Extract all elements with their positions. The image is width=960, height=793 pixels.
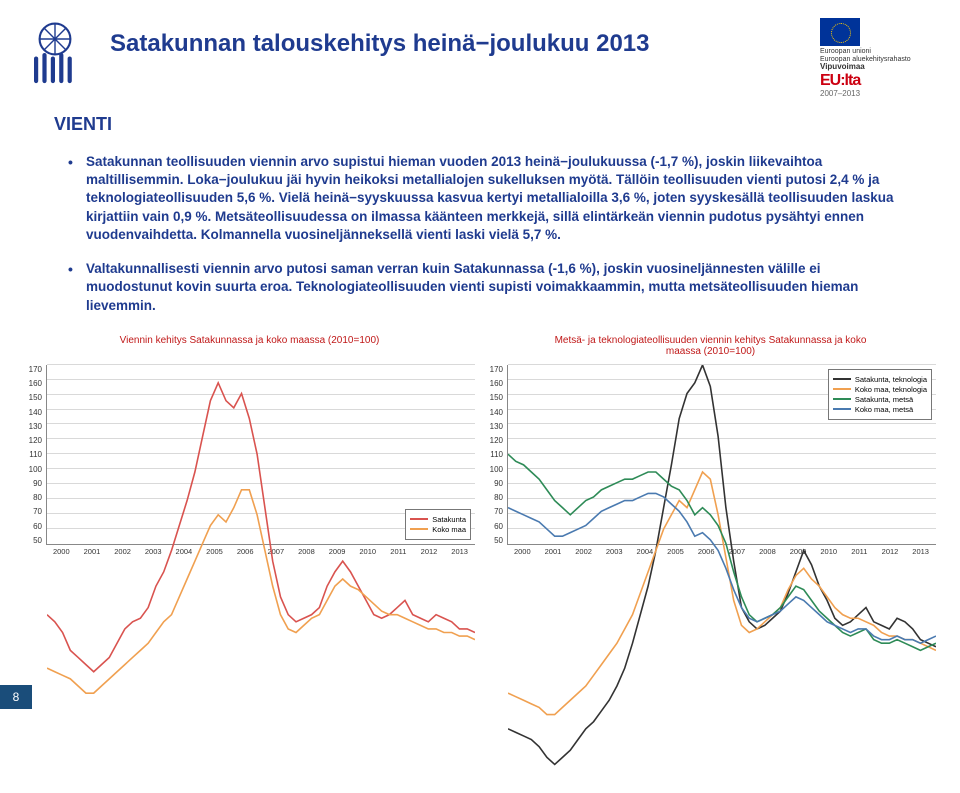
chart1-plot-area: SatakuntaKoko maa — [46, 365, 475, 545]
chart2-y-axis: 5060708090100110120130140150160170 — [485, 365, 507, 545]
chart2-legend: Satakunta, teknologiaKoko maa, teknologi… — [828, 369, 932, 420]
export-trend-chart: Viennin kehitys Satakunnassa ja koko maa… — [24, 335, 475, 556]
sector-export-chart: Metsä- ja teknologiateollisuuden viennin… — [485, 335, 936, 556]
eu-line1: Euroopan unioni — [820, 48, 940, 56]
bullet-item: Valtakunnallisesti viennin arvo putosi s… — [68, 260, 910, 315]
bullet-item: Satakunnan teollisuuden viennin arvo sup… — [68, 153, 910, 244]
chart1-legend: SatakuntaKoko maa — [405, 509, 471, 540]
organization-emblem-icon — [20, 18, 90, 88]
eu-brand: EU:lta — [820, 72, 940, 90]
chart1-title: Viennin kehitys Satakunnassa ja koko maa… — [24, 335, 475, 359]
bullet-list: Satakunnan teollisuuden viennin arvo sup… — [68, 153, 910, 315]
eu-funding-block: Euroopan unioni Euroopan aluekehitysraha… — [820, 18, 940, 98]
section-heading: VIENTI — [54, 114, 960, 135]
chart1-y-axis: 5060708090100110120130140150160170 — [24, 365, 46, 545]
eu-line3: Vipuvoimaa — [820, 63, 940, 72]
eu-flag-icon — [820, 18, 860, 46]
chart2-plot-area: Satakunta, teknologiaKoko maa, teknologi… — [507, 365, 936, 545]
page-title: Satakunnan talouskehitys heinä−joulukuu … — [110, 18, 820, 58]
chart2-title: Metsä- ja teknologiateollisuuden viennin… — [485, 335, 936, 359]
page-number: 8 — [0, 685, 32, 709]
eu-years: 2007–2013 — [820, 90, 940, 99]
